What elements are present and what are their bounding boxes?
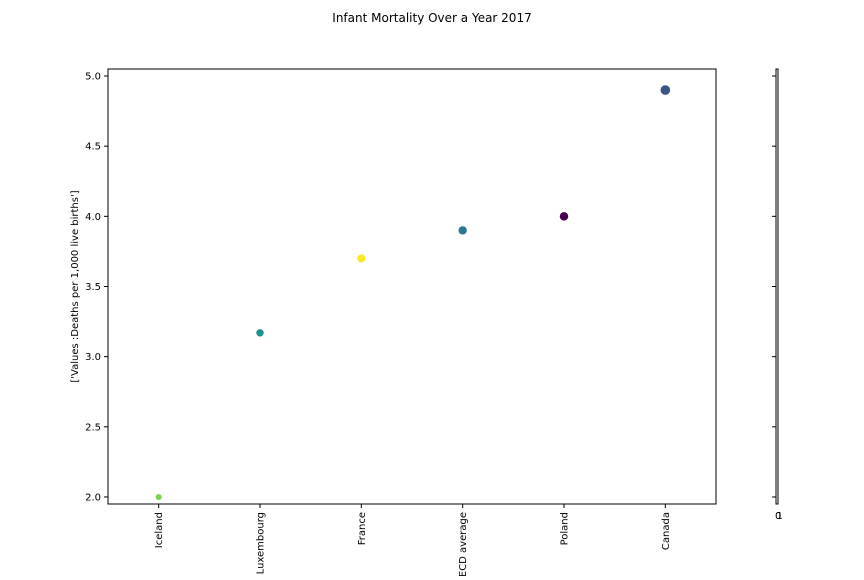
plot-area [107,68,717,505]
colorbar-tick-label: 1 [777,511,783,522]
y-axis-label: ['Values :Deaths per 1,000 live births'] [70,190,81,382]
x-tick-label: Poland [560,512,571,545]
x-tick-label: Canada [661,512,672,550]
y-tick-label: 3.5 [85,282,101,293]
colorbar-body [775,68,779,505]
data-point [458,226,467,235]
x-axis: Iceland Luxembourg France OECD average Polan… [154,504,672,580]
colorbar-tick-label: 0 [775,511,781,522]
y-axis: 2.0 2.5 3.0 3.5 4.0 4.5 5.0 [85,72,108,503]
y-tick-label: 3.0 [85,352,101,363]
data-point [660,85,671,95]
x-tick-label: OECD average [458,512,469,576]
x-tick-label: France [357,512,368,545]
y-tick-label: 5.0 [85,72,101,83]
data-point [357,254,366,263]
colorbar-ticks: 01 [772,75,783,522]
y-tick-label: 2.0 [85,492,101,503]
data-point [155,493,162,500]
colorbar: 01 [772,68,783,522]
y-tick-label: 2.5 [85,422,101,433]
data-point [559,212,569,221]
y-tick-label: 4.0 [85,212,101,223]
x-tick-label: Luxembourg [256,512,267,574]
data-point [256,329,264,337]
x-tick-label: Iceland [154,512,165,548]
chart-title: Infant Mortality Over a Year 2017 [332,11,531,25]
data-points [155,85,671,500]
y-tick-label: 4.5 [85,142,101,153]
